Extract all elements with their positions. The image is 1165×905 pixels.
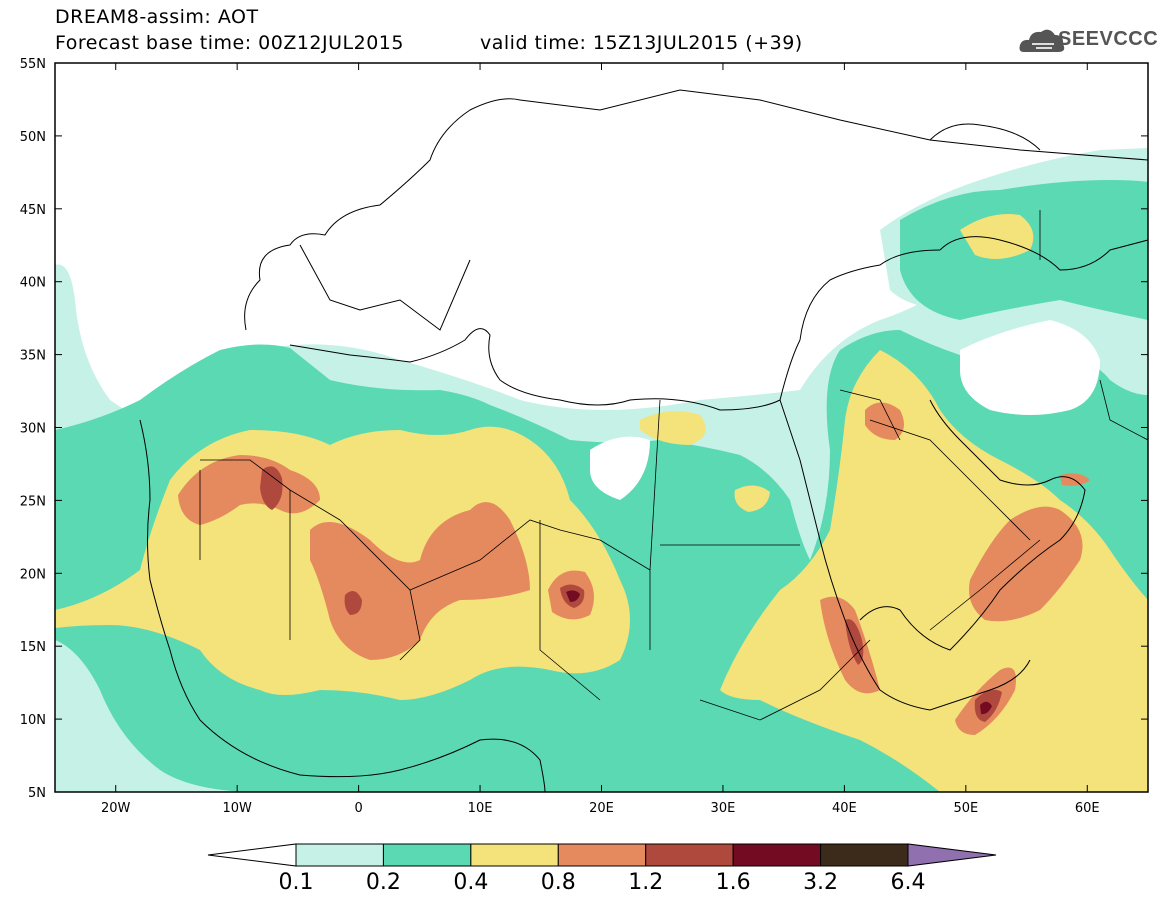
lat-tick-label: 50N	[20, 130, 46, 145]
colorbar-swatch	[470, 843, 559, 867]
aot-band-1.6	[566, 590, 992, 715]
colorbar-label: 6.4	[890, 870, 926, 895]
colorbar-label: 1.2	[628, 870, 664, 895]
lat-tick-label: 15N	[20, 640, 46, 655]
colorbar-label: 0.8	[540, 870, 576, 895]
lat-tick-label: 20N	[20, 567, 46, 582]
lat-tick-label: 10N	[20, 713, 46, 728]
cloud-logo-icon	[1019, 29, 1065, 52]
forecast-base-time: Forecast base time: 00Z12JUL2015	[55, 32, 404, 54]
colorbar-swatch	[645, 843, 734, 867]
colorbar-over-arrow	[907, 843, 997, 867]
lon-tick-label: 20W	[101, 801, 131, 816]
colorbar-swatch	[732, 843, 822, 867]
lon-tick-label: 30E	[711, 801, 736, 816]
colorbar-under-arrow	[207, 843, 297, 867]
lon-tick-label: 60E	[1075, 801, 1100, 816]
lat-tick-label: 25N	[20, 494, 46, 509]
aot-band-0.8	[178, 402, 1090, 735]
lon-tick-label: 20E	[589, 801, 614, 816]
political-borders	[199, 210, 1148, 721]
lon-tick-label: 10W	[222, 801, 252, 816]
lat-tick-label: 45N	[20, 203, 46, 218]
colorbar-swatch	[820, 843, 909, 867]
colorbar-swatch	[557, 843, 647, 867]
axis-ticks	[55, 62, 1148, 793]
colorbar-swatch	[382, 843, 472, 867]
lon-tick-label: 0	[354, 801, 362, 816]
lon-axis: 20W 10W 0 10E 20E 30E 40E 50E 60E	[101, 801, 1100, 816]
colorbar-label: 0.1	[278, 870, 314, 895]
colorbar-label: 0.4	[453, 870, 489, 895]
aot-band-clear	[590, 320, 1100, 500]
coastlines	[55, 89, 1148, 792]
lat-tick-label: 30N	[20, 422, 46, 437]
lat-axis: 55N 50N 45N 40N 35N 30N 25N 20N 15N 10N 5N	[20, 57, 46, 801]
logo-text: SEEVCCC	[1058, 28, 1159, 50]
map-title: DREAM8-assim: AOT	[55, 6, 259, 28]
lat-tick-label: 35N	[20, 349, 46, 364]
colorbar-label: 0.2	[365, 870, 401, 895]
colorbar-label: 3.2	[803, 870, 839, 895]
colorbar-label: 1.6	[715, 870, 751, 895]
lon-tick-label: 40E	[832, 801, 857, 816]
colorbar	[207, 843, 997, 867]
valid-time: valid time: 15Z13JUL2015 (+39)	[480, 32, 803, 54]
lat-tick-label: 5N	[28, 786, 46, 801]
lat-tick-label: 40N	[20, 276, 46, 291]
lon-tick-label: 10E	[468, 801, 493, 816]
lon-tick-label: 50E	[953, 801, 978, 816]
lat-tick-label: 55N	[20, 57, 46, 72]
aot-field	[55, 63, 1148, 792]
colorbar-swatch	[295, 843, 384, 867]
